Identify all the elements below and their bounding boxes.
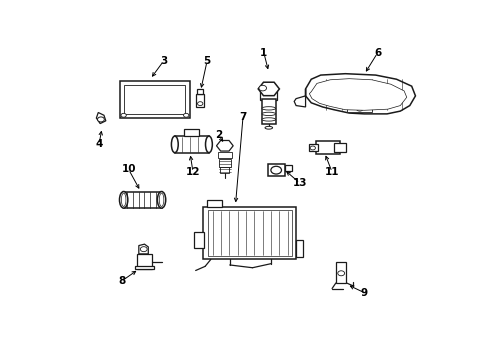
Bar <box>309 144 317 151</box>
Bar <box>206 200 222 207</box>
Bar <box>296 240 302 257</box>
Ellipse shape <box>262 107 275 110</box>
Text: 13: 13 <box>292 178 306 188</box>
Circle shape <box>183 113 188 117</box>
Text: 8: 8 <box>118 276 125 286</box>
Bar <box>217 152 232 158</box>
Circle shape <box>259 85 266 91</box>
Ellipse shape <box>157 192 165 208</box>
Bar <box>316 141 339 153</box>
Bar <box>218 159 230 167</box>
Circle shape <box>356 106 363 111</box>
Text: 9: 9 <box>360 288 367 298</box>
Bar <box>197 89 203 94</box>
Bar <box>262 99 275 123</box>
Polygon shape <box>305 74 415 114</box>
Bar <box>124 85 185 114</box>
Text: 10: 10 <box>121 164 136 174</box>
Circle shape <box>121 113 126 117</box>
Ellipse shape <box>205 136 212 153</box>
Ellipse shape <box>171 136 178 153</box>
Text: 3: 3 <box>160 56 167 66</box>
Bar <box>346 105 371 112</box>
Bar <box>267 164 284 176</box>
Bar <box>123 192 161 208</box>
Bar <box>220 167 229 174</box>
Ellipse shape <box>159 193 163 207</box>
Bar <box>175 136 208 153</box>
Text: 7: 7 <box>239 112 246 122</box>
Text: 1: 1 <box>260 48 267 58</box>
Bar <box>137 254 152 269</box>
Ellipse shape <box>121 193 126 207</box>
Bar <box>196 94 204 107</box>
Circle shape <box>270 166 281 174</box>
Bar <box>260 89 277 100</box>
Bar <box>135 266 154 269</box>
Text: 4: 4 <box>95 139 102 149</box>
Text: 11: 11 <box>324 167 339 177</box>
Ellipse shape <box>262 112 275 116</box>
Ellipse shape <box>264 126 272 129</box>
Circle shape <box>197 102 203 105</box>
Bar <box>193 232 204 248</box>
Text: 2: 2 <box>214 130 222 140</box>
Circle shape <box>309 146 315 150</box>
Bar <box>120 81 189 118</box>
Text: 12: 12 <box>185 167 200 177</box>
Ellipse shape <box>119 192 127 208</box>
Polygon shape <box>294 89 305 107</box>
Bar <box>284 165 291 171</box>
Polygon shape <box>309 79 406 110</box>
Bar <box>207 210 291 256</box>
Text: 6: 6 <box>373 48 381 58</box>
Polygon shape <box>139 244 148 254</box>
Bar <box>184 129 199 136</box>
Bar <box>203 207 296 260</box>
Circle shape <box>140 247 147 252</box>
Bar <box>334 143 346 152</box>
Polygon shape <box>96 112 105 123</box>
Circle shape <box>337 271 344 276</box>
Bar <box>335 262 346 283</box>
Circle shape <box>97 117 104 122</box>
Ellipse shape <box>262 118 275 121</box>
Text: 5: 5 <box>203 56 210 66</box>
